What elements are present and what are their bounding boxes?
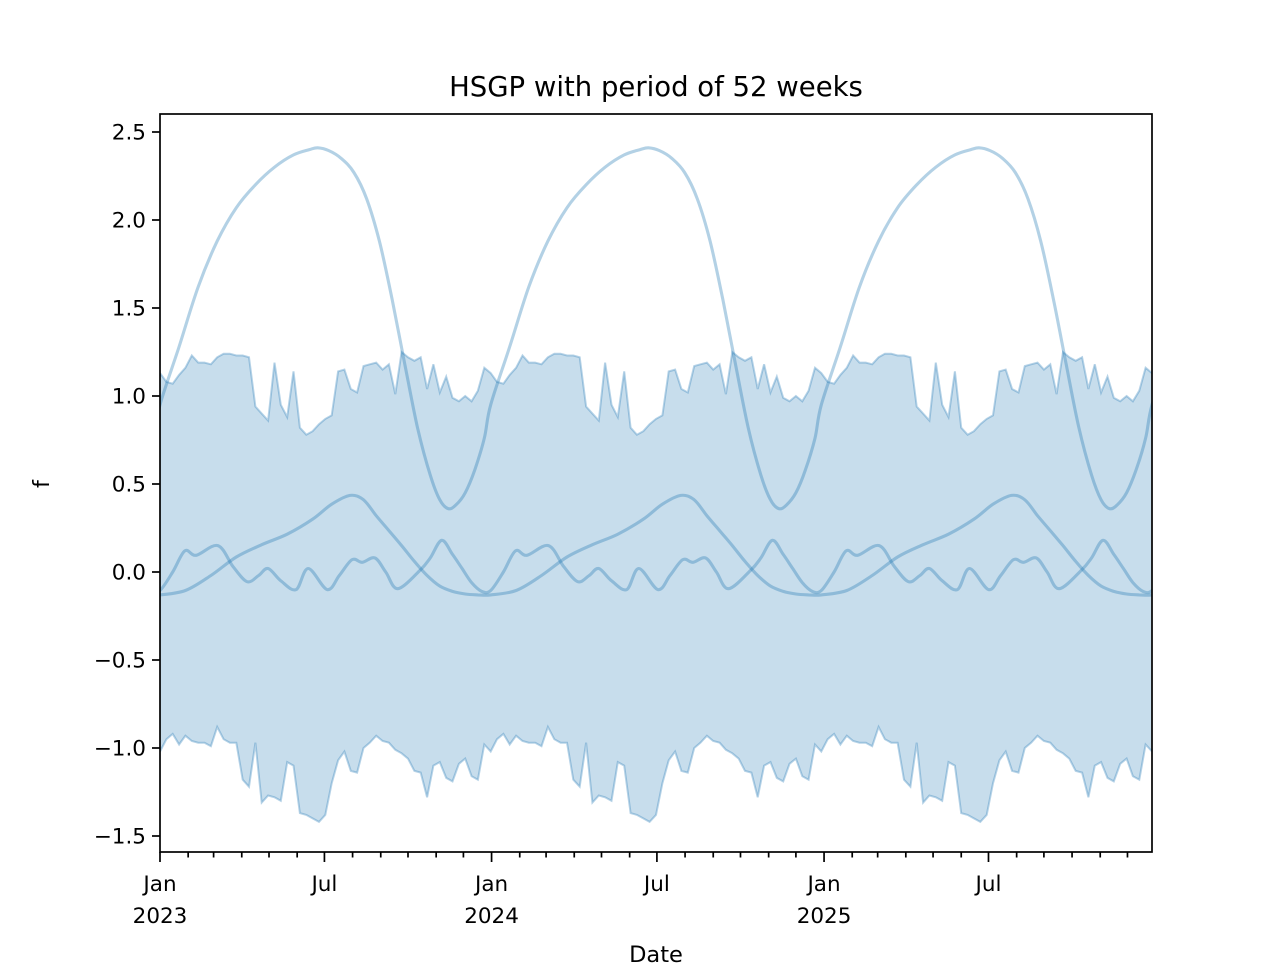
x-tick-label: 2024: [464, 904, 519, 929]
y-tick-label: 2.0: [112, 209, 146, 234]
x-axis-label: Date: [629, 942, 683, 968]
y-axis-label: f: [29, 480, 55, 488]
band-lower-edge: [160, 724, 1152, 824]
y-tick-label: −1.0: [94, 737, 146, 762]
y-tick-label: 1.0: [112, 385, 146, 410]
x-tick-label: Jul: [309, 872, 337, 897]
credible-band-fill: [160, 352, 1152, 822]
x-tick-label: 2023: [133, 904, 188, 929]
gp-sample-medium-seasonal: [160, 493, 1152, 597]
y-tick-label: 2.5: [112, 121, 146, 146]
y-tick-label: 0.5: [112, 473, 146, 498]
gp-sample-wiggly: [160, 538, 1152, 595]
gp-sample-large-seasonal: [160, 146, 1152, 511]
y-tick-label: 1.5: [112, 297, 146, 322]
x-tick-label: 2025: [797, 904, 852, 929]
x-tick-label: Jan: [141, 872, 176, 897]
plot-title: HSGP with period of 52 weeks: [449, 71, 863, 103]
y-tick-label: −0.5: [94, 649, 146, 674]
axes-spines: [159, 113, 1153, 853]
y-axis: −1.5 −1.0 −0.5 0.0 0.5 1.0 1.5 2.0 2.5: [94, 121, 160, 850]
plot-area: [160, 146, 1152, 824]
x-tick-label: Jul: [974, 872, 1002, 897]
x-tick-label: Jan: [473, 872, 508, 897]
x-tick-label: Jul: [642, 872, 670, 897]
x-axis: Jan 2023 Jul Jan 2024 Jul Jan 2025 Jul: [133, 852, 1129, 929]
y-tick-label: −1.5: [94, 825, 146, 850]
band-upper-edge: [160, 350, 1152, 436]
x-tick-label: Jan: [805, 872, 840, 897]
y-tick-label: 0.0: [112, 561, 146, 586]
